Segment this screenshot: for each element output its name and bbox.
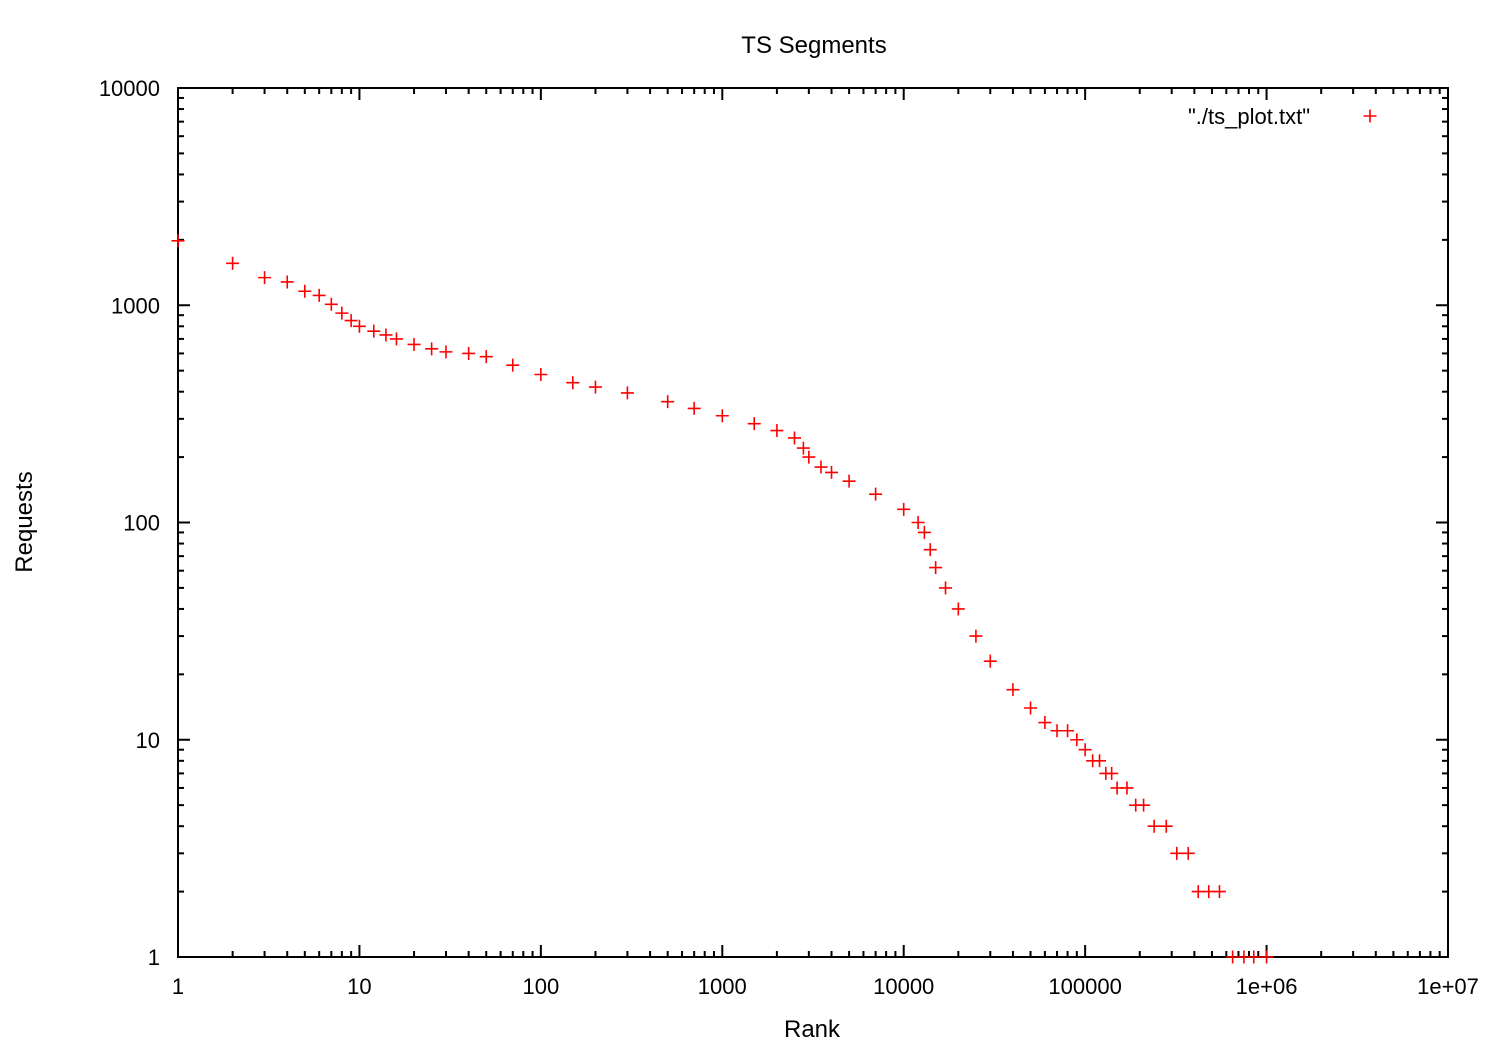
data-point xyxy=(258,271,272,285)
data-point xyxy=(407,337,421,351)
plot-frame xyxy=(177,87,1449,958)
data-point xyxy=(715,409,729,423)
x-tick-label: 100 xyxy=(522,974,559,999)
legend-marker xyxy=(1363,109,1377,123)
data-point xyxy=(1105,766,1119,780)
data-point xyxy=(588,380,602,394)
data-point xyxy=(324,297,338,311)
data-point xyxy=(814,460,828,474)
axis-ticks xyxy=(177,87,1449,958)
data-point xyxy=(787,431,801,445)
data-point xyxy=(951,602,965,616)
data-point xyxy=(687,401,701,415)
y-tick-label: 100 xyxy=(123,511,160,536)
data-point xyxy=(1120,781,1134,795)
data-point xyxy=(661,395,675,409)
data-point xyxy=(462,346,476,360)
x-tick-label: 100000 xyxy=(1048,974,1121,999)
data-point xyxy=(1260,950,1274,964)
x-axis-title: Rank xyxy=(784,1016,841,1043)
data-point xyxy=(379,328,393,342)
data-point xyxy=(825,465,839,479)
y-tick-label: 10000 xyxy=(99,76,160,101)
data-point xyxy=(842,474,856,488)
data-point xyxy=(1159,819,1173,833)
data-point xyxy=(911,516,925,529)
data-point xyxy=(425,342,439,356)
x-tick-label: 1e+07 xyxy=(1417,974,1479,999)
data-point xyxy=(1212,885,1226,899)
data-point xyxy=(802,450,816,464)
data-point xyxy=(479,350,493,364)
data-point xyxy=(226,256,240,270)
data-point xyxy=(917,525,931,539)
data-point xyxy=(1147,819,1161,833)
x-tick-label: 1000 xyxy=(698,974,747,999)
data-point xyxy=(344,314,358,328)
legend-marker-plus xyxy=(1363,109,1377,123)
data-point xyxy=(939,581,953,595)
legend-label: "./ts_plot.txt" xyxy=(1188,104,1310,129)
y-axis-title: Requests xyxy=(11,471,38,572)
data-point xyxy=(969,629,983,643)
x-tick-label: 10 xyxy=(347,974,371,999)
data-point xyxy=(1061,724,1075,738)
data-point xyxy=(1247,950,1261,964)
plot-area-border xyxy=(177,87,1449,958)
data-point xyxy=(280,275,294,289)
x-tick-label: 1e+06 xyxy=(1236,974,1298,999)
data-point xyxy=(312,288,326,302)
data-point xyxy=(1006,683,1020,697)
y-tick-label: 10 xyxy=(136,728,160,753)
data-point xyxy=(1093,754,1107,768)
x-axis-tick-labels: 1 10 100 1000 10000 100000 1e+06 1e+07 xyxy=(172,974,1479,999)
y-tick-label: 1 xyxy=(148,945,160,970)
data-point xyxy=(747,417,761,431)
data-point xyxy=(506,358,520,372)
data-point xyxy=(1170,846,1184,860)
series-points xyxy=(171,234,1274,964)
data-point xyxy=(335,306,349,320)
data-point xyxy=(1226,950,1240,964)
data-point xyxy=(171,234,185,248)
data-point xyxy=(1078,743,1092,757)
data-point xyxy=(389,332,403,346)
data-point xyxy=(439,345,453,359)
y-axis-tick-labels: 1 10 100 1000 10000 xyxy=(99,76,160,970)
data-point xyxy=(1070,733,1084,747)
chart-title: TS Segments xyxy=(741,32,886,59)
legend: "./ts_plot.txt" xyxy=(1188,104,1377,129)
y-tick-label: 1000 xyxy=(111,293,160,318)
data-point xyxy=(1181,846,1195,860)
data-point xyxy=(770,424,784,438)
data-point xyxy=(897,502,911,516)
data-point xyxy=(620,386,634,400)
data-point xyxy=(566,376,580,390)
data-point xyxy=(298,284,312,298)
data-point xyxy=(983,654,997,668)
data-point xyxy=(534,368,548,381)
data-point xyxy=(796,441,810,455)
data-point xyxy=(352,319,366,333)
x-tick-label: 10000 xyxy=(873,974,934,999)
data-point xyxy=(1038,716,1052,730)
data-point xyxy=(1137,798,1151,812)
data-point xyxy=(1024,701,1038,715)
data-point xyxy=(929,561,943,575)
data-point xyxy=(923,543,937,557)
data-point xyxy=(367,324,381,338)
x-tick-label: 1 xyxy=(172,974,184,999)
data-point xyxy=(869,487,883,501)
